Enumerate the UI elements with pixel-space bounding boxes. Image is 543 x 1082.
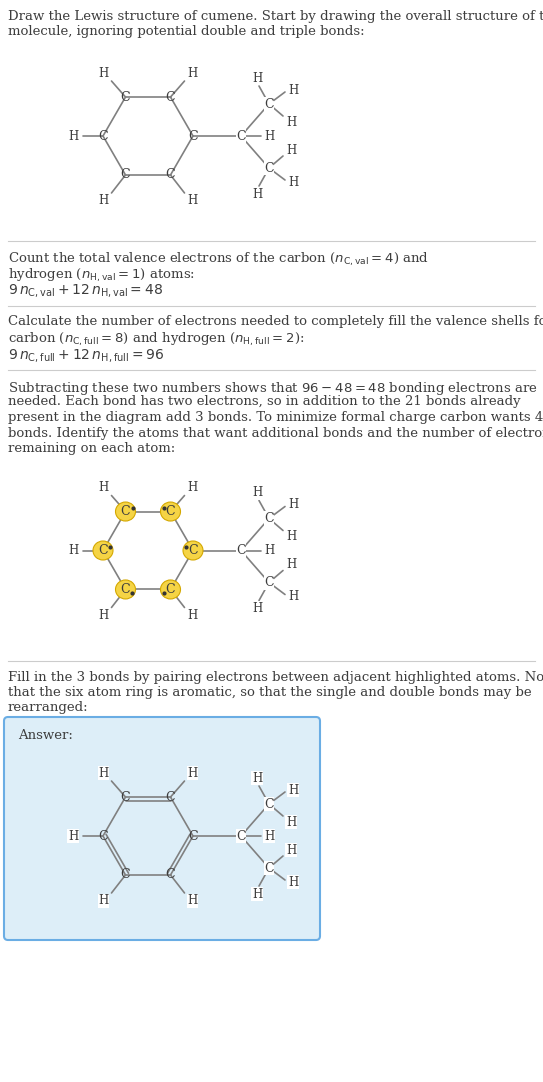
Text: H: H	[286, 530, 296, 543]
Ellipse shape	[161, 580, 180, 599]
Text: H: H	[264, 130, 274, 143]
Text: C: C	[188, 544, 198, 557]
Text: H: H	[252, 187, 262, 200]
Text: C: C	[121, 505, 130, 518]
Text: H: H	[98, 481, 109, 494]
Text: H: H	[288, 875, 298, 888]
Text: Answer:: Answer:	[18, 729, 73, 742]
Text: carbon ($n_\mathrm{C,full} = 8$) and hydrogen ($n_\mathrm{H,full} = 2$):: carbon ($n_\mathrm{C,full} = 8$) and hyd…	[8, 331, 304, 348]
Text: H: H	[264, 830, 274, 843]
Text: H: H	[98, 609, 109, 622]
Text: Fill in the 3 bonds by pairing electrons between adjacent highlighted atoms. Not: Fill in the 3 bonds by pairing electrons…	[8, 671, 543, 684]
Text: H: H	[288, 783, 298, 796]
Text: C: C	[236, 130, 246, 143]
Text: H: H	[288, 590, 298, 603]
Text: H: H	[98, 195, 109, 208]
Text: C: C	[236, 544, 246, 557]
Text: H: H	[288, 83, 298, 96]
Text: H: H	[286, 558, 296, 571]
Text: C: C	[188, 830, 198, 843]
Text: Draw the Lewis structure of cumene. Start by drawing the overall structure of th: Draw the Lewis structure of cumene. Star…	[8, 10, 543, 23]
Text: C: C	[98, 544, 108, 557]
Text: H: H	[98, 66, 109, 80]
Text: C: C	[166, 91, 175, 104]
Text: H: H	[252, 486, 262, 499]
Text: C: C	[264, 576, 274, 589]
Text: H: H	[68, 130, 78, 143]
Text: C: C	[188, 130, 198, 143]
Text: H: H	[68, 830, 78, 843]
Text: rearranged:: rearranged:	[8, 701, 89, 714]
Text: $9\,n_\mathrm{C,val} + 12\,n_\mathrm{H,val} = 48$: $9\,n_\mathrm{C,val} + 12\,n_\mathrm{H,v…	[8, 282, 163, 299]
Text: H: H	[286, 144, 296, 157]
Text: H: H	[187, 766, 198, 779]
Text: molecule, ignoring potential double and triple bonds:: molecule, ignoring potential double and …	[8, 26, 365, 39]
Text: Calculate the number of electrons needed to completely fill the valence shells f: Calculate the number of electrons needed…	[8, 316, 543, 329]
Text: C: C	[264, 861, 274, 874]
Text: C: C	[236, 830, 246, 843]
Ellipse shape	[116, 502, 136, 522]
Text: C: C	[264, 97, 274, 110]
Text: H: H	[187, 66, 198, 80]
Text: H: H	[68, 544, 78, 557]
Text: H: H	[187, 481, 198, 494]
Text: H: H	[187, 895, 198, 908]
Text: H: H	[98, 895, 109, 908]
Text: C: C	[264, 512, 274, 525]
Text: H: H	[286, 844, 296, 857]
Text: H: H	[264, 544, 274, 557]
Text: H: H	[252, 771, 262, 784]
Text: C: C	[121, 869, 130, 882]
Text: present in the diagram add 3 bonds. To minimize formal charge carbon wants 4: present in the diagram add 3 bonds. To m…	[8, 411, 543, 424]
Text: C: C	[166, 791, 175, 804]
Text: C: C	[121, 91, 130, 104]
Text: that the six atom ring is aromatic, so that the single and double bonds may be: that the six atom ring is aromatic, so t…	[8, 686, 532, 699]
Text: H: H	[288, 175, 298, 188]
Text: hydrogen ($n_\mathrm{H,val} = 1$) atoms:: hydrogen ($n_\mathrm{H,val} = 1$) atoms:	[8, 266, 195, 283]
Ellipse shape	[116, 580, 136, 599]
Text: C: C	[166, 869, 175, 882]
Text: Subtracting these two numbers shows that $96 - 48 = 48$ bonding electrons are: Subtracting these two numbers shows that…	[8, 380, 538, 397]
Text: bonds. Identify the atoms that want additional bonds and the number of electrons: bonds. Identify the atoms that want addi…	[8, 426, 543, 439]
Text: C: C	[264, 797, 274, 810]
Text: H: H	[98, 766, 109, 779]
Text: C: C	[98, 130, 108, 143]
Text: H: H	[286, 816, 296, 829]
Text: H: H	[187, 609, 198, 622]
Text: C: C	[166, 169, 175, 182]
Text: C: C	[98, 830, 108, 843]
Text: Count the total valence electrons of the carbon ($n_\mathrm{C,val} = 4$) and: Count the total valence electrons of the…	[8, 251, 429, 268]
Text: H: H	[286, 116, 296, 129]
Text: C: C	[121, 583, 130, 596]
Text: $9\,n_\mathrm{C,full} + 12\,n_\mathrm{H,full} = 96$: $9\,n_\mathrm{C,full} + 12\,n_\mathrm{H,…	[8, 346, 164, 364]
Ellipse shape	[161, 502, 180, 522]
Text: needed. Each bond has two electrons, so in addition to the 21 bonds already: needed. Each bond has two electrons, so …	[8, 396, 521, 409]
Text: H: H	[187, 195, 198, 208]
Text: C: C	[166, 583, 175, 596]
FancyBboxPatch shape	[4, 717, 320, 940]
Text: C: C	[264, 161, 274, 174]
Ellipse shape	[183, 541, 203, 560]
Text: C: C	[166, 505, 175, 518]
Text: H: H	[252, 602, 262, 615]
Ellipse shape	[93, 541, 113, 560]
Text: H: H	[288, 498, 298, 511]
Text: H: H	[252, 887, 262, 900]
Text: C: C	[121, 169, 130, 182]
Text: C: C	[121, 791, 130, 804]
Text: remaining on each atom:: remaining on each atom:	[8, 443, 175, 456]
Text: H: H	[252, 71, 262, 84]
